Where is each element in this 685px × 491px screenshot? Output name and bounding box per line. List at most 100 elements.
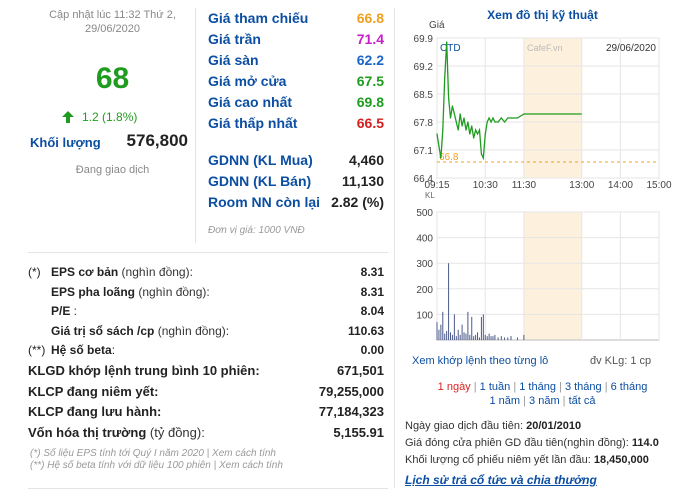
x-tick-label: 13:00 xyxy=(569,180,594,191)
range-option[interactable]: 3 tháng xyxy=(564,381,602,393)
chart-date: 29/06/2020 xyxy=(606,43,656,54)
price-point xyxy=(471,125,473,127)
x-tick-label: 09:15 xyxy=(424,180,449,191)
y-axis-label: Giá xyxy=(429,20,445,31)
x-tick-label: 14:00 xyxy=(608,180,633,191)
range-option[interactable]: 1 tháng xyxy=(519,381,556,393)
range-selector: 1 ngày | 1 tuần | 1 tháng | 3 tháng | 6 … xyxy=(400,380,685,408)
price-point xyxy=(523,113,525,115)
update-time-line2: 29/06/2020 xyxy=(84,23,141,35)
footnote[interactable]: (**) Hệ số beta tính với dữ liệu 100 phi… xyxy=(30,460,283,471)
price-row: Giá tham chiếu 66.8 xyxy=(208,10,384,31)
range-row: 1 năm | 3 năm | tất cả xyxy=(400,394,685,408)
volume-value: 576,800 xyxy=(126,131,188,150)
range-option[interactable]: 6 tháng xyxy=(610,381,648,393)
price-row-label: Giá mở cửa xyxy=(208,73,287,89)
price-row: Giá sàn 62.2 xyxy=(208,52,384,73)
range-option[interactable]: 1 năm xyxy=(489,395,521,407)
price-point xyxy=(500,117,502,119)
info-label: Ngày giao dịch đầu tiên: xyxy=(405,420,527,432)
foreign-row-label: Room NN còn lại xyxy=(208,194,321,210)
range-option[interactable]: tất cả xyxy=(568,395,596,407)
price-row-label: Giá sàn xyxy=(208,52,259,68)
stat-label-main: EPS pha loãng xyxy=(51,284,136,299)
lunch-break-band xyxy=(523,212,582,340)
dividend-history-link[interactable]: Lịch sử trả cổ tức và chia thưởng xyxy=(405,473,597,487)
price-point xyxy=(480,153,482,155)
stat-label-main: EPS cơ bản xyxy=(51,265,119,279)
lunch-break-band xyxy=(523,38,582,178)
range-divider: | xyxy=(559,395,569,407)
y-tick-label: 500 xyxy=(416,208,433,219)
stat-label-suffix: (nghìn đồng): xyxy=(118,265,193,279)
stat-prefix: (*) xyxy=(28,265,41,279)
price-row-label: Giá tham chiếu xyxy=(208,10,309,26)
price-point xyxy=(461,125,463,127)
separator xyxy=(394,8,395,488)
x-tick-label: 15:00 xyxy=(646,180,671,191)
stat-label: KLGD khớp lệnh trung bình 10 phiên: xyxy=(28,363,260,378)
info-row: Giá đóng cửa phiên GD đầu tiên(nghìn đồn… xyxy=(405,437,659,449)
price-point xyxy=(446,41,448,43)
y-tick-label: 300 xyxy=(416,259,433,270)
stat-value: 77,184,323 xyxy=(318,404,384,419)
foreign-row-value: 2.82 (%) xyxy=(331,194,384,210)
price-point xyxy=(444,77,446,79)
price-point xyxy=(488,117,490,119)
price-change-value: 1.2 (1.8%) xyxy=(82,110,138,124)
current-price: 68 xyxy=(95,62,130,95)
range-option[interactable]: 3 năm xyxy=(529,395,560,407)
stat-label-suffix: : xyxy=(70,304,78,318)
info-label: Giá đóng cửa phiên GD đầu tiên(nghìn đồn… xyxy=(405,437,632,449)
stat-label-main: Giá trị sổ sách /cp xyxy=(51,323,155,338)
stat-label: Hệ số beta: xyxy=(51,343,115,357)
stat-value: 671,501 xyxy=(337,363,384,378)
stat-value: 79,255,000 xyxy=(318,383,384,399)
price-point xyxy=(507,117,509,119)
info-value: 18,450,000 xyxy=(593,454,649,466)
y-tick-label: 200 xyxy=(416,285,433,296)
stat-label-main: Vốn hóa thị trường xyxy=(28,424,147,440)
range-option[interactable]: 1 tuần xyxy=(479,381,511,393)
price-point xyxy=(476,133,479,135)
watermark: CafeF.vn xyxy=(527,43,563,53)
symbol-label: CTD xyxy=(440,43,461,54)
y-tick-label: 66.4 xyxy=(414,174,434,185)
range-divider: | xyxy=(555,381,565,393)
price-row-value: 62.2 xyxy=(356,52,384,68)
range-option[interactable]: 1 ngày xyxy=(437,381,471,393)
y-tick-label: 69.2 xyxy=(414,62,434,73)
update-time: Cập nhật lúc 11:32 Thứ 2, 29/06/2020 xyxy=(30,8,195,36)
price-point xyxy=(473,137,475,139)
price-point xyxy=(453,113,455,115)
price-row-value: 67.5 xyxy=(356,73,384,89)
stat-row: (*) EPS cơ bản (nghìn đồng): 8.31 xyxy=(28,265,384,285)
price-point xyxy=(490,121,492,123)
price-row-value: 69.8 xyxy=(356,94,384,110)
intraday-chart: 69.9 69.2 68.5 67.8 67.1 66.409:15 10:30 11:30 1… xyxy=(414,20,672,341)
stat-label-main: KLCP đang niêm yết: xyxy=(28,383,159,399)
price-row-value: 71.4 xyxy=(356,31,384,47)
info-row: Khối lượng cổ phiếu niêm yết lần đầu: 18… xyxy=(405,454,649,466)
stat-label: EPS pha loãng (nghìn đồng): xyxy=(51,285,210,299)
unit-note: Đơn vị giá: 1000 VNĐ xyxy=(208,225,305,236)
price-point xyxy=(510,117,512,119)
stat-label: KLCP đang lưu hành: xyxy=(28,404,161,419)
info-label: Khối lượng cổ phiếu niêm yết lần đầu: xyxy=(405,454,594,466)
y-tick-label: 69.9 xyxy=(414,34,434,45)
x-tick-label: 11:30 xyxy=(512,180,537,191)
info-row: Ngày giao dịch đầu tiên: 20/01/2010 xyxy=(405,420,581,432)
y-tick-label: 400 xyxy=(416,234,433,245)
chart-title-link[interactable]: Xem đồ thị kỹ thuật xyxy=(487,8,598,22)
footnote[interactable]: (*) Số liệu EPS tính tới Quý I năm 2020 … xyxy=(30,448,276,459)
separator xyxy=(195,8,196,243)
price-point xyxy=(455,121,457,123)
price-point xyxy=(469,133,471,135)
price-point xyxy=(436,133,438,135)
price-point xyxy=(486,121,488,123)
stat-label-suffix: (nghìn đồng): xyxy=(135,284,210,299)
info-value: 20/01/2010 xyxy=(526,420,582,432)
range-row: 1 ngày | 1 tuần | 1 tháng | 3 tháng | 6 … xyxy=(400,380,685,394)
tick-log-link[interactable]: Xem khớp lệnh theo từng lô xyxy=(412,355,549,367)
stat-label-main: KLGD khớp lệnh trung bình 10 phiên: xyxy=(28,363,260,378)
